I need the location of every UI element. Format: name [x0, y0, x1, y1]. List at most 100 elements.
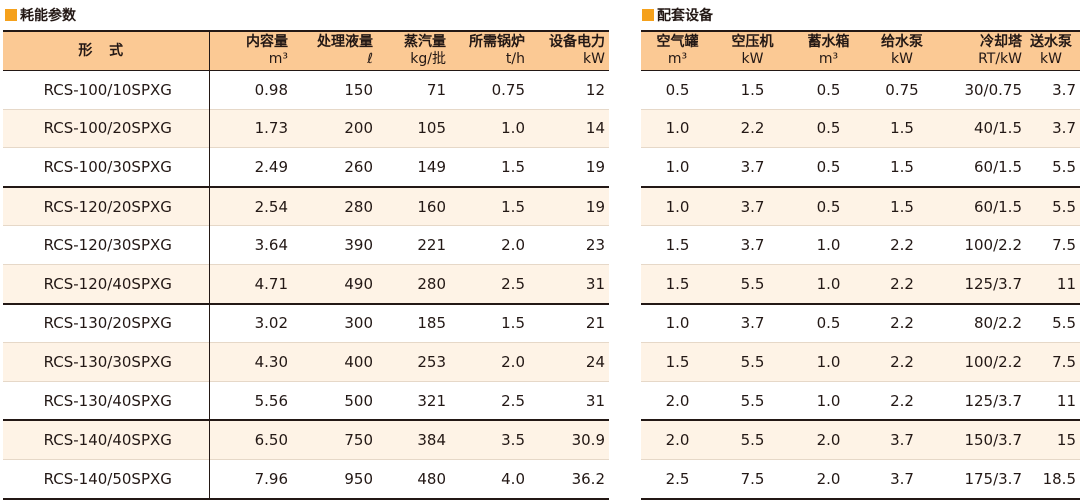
value-cell: 1.0 — [791, 225, 870, 265]
header-row: 形 式内容量 m³ 处理液量 ℓ 蒸汽量 kg/批 所需锅炉 t/h 设备电力 kW — [3, 31, 609, 71]
value-cell: 1.0 — [641, 303, 718, 343]
column-header: 空压机 kW — [718, 31, 791, 71]
table-row: 1.5 5.5 1.0 2.2 125/3.7 11 — [641, 264, 1080, 304]
value-cell: 0.5 — [791, 109, 870, 148]
value-cell: 300 — [292, 303, 377, 343]
value-cell: 0.5 — [641, 70, 718, 110]
value-cell: 3.7 — [718, 303, 791, 343]
value-cell: 125/3.7 — [938, 381, 1026, 421]
value-cell: 4.71 — [209, 264, 292, 304]
value-cell: 3.7 — [1026, 109, 1080, 148]
model-cell: RCS-120/20SPXG — [3, 186, 210, 226]
left-section-title-text: 耗能参数 — [20, 8, 76, 24]
orange-square-icon — [5, 9, 17, 21]
table-row: RCS-130/20SPXG 3.02 300 185 1.5 21 — [3, 303, 609, 343]
value-cell: 31 — [529, 264, 609, 304]
column-header: 设备电力 kW — [529, 31, 609, 71]
model-cell: RCS-120/40SPXG — [3, 264, 210, 304]
column-header-name: 形 式 — [78, 42, 130, 59]
value-cell: 21 — [529, 303, 609, 343]
header-row: 空气罐 m³ 空压机 kW 蓄水箱 m³ 给水泵 kW 冷却塔 RT/kW 送水泵 kW — [641, 31, 1080, 71]
value-cell: 200 — [292, 109, 377, 148]
value-cell: 5.5 — [1026, 303, 1080, 343]
column-header-unit: kW — [741, 51, 764, 67]
value-cell: 6.50 — [209, 420, 292, 460]
column-header-name: 冷却塔 — [980, 34, 1022, 50]
value-cell: 3.7 — [870, 459, 938, 499]
column-header: 送水泵 kW — [1026, 31, 1080, 71]
model-cell: RCS-130/40SPXG — [3, 381, 210, 421]
value-cell: 11 — [1026, 381, 1080, 421]
table-row: 2.5 7.5 2.0 3.7 175/3.7 18.5 — [641, 459, 1080, 499]
value-cell: 2.5 — [450, 381, 529, 421]
table-row: 1.5 5.5 1.0 2.2 100/2.2 7.5 — [641, 342, 1080, 382]
table-row: RCS-130/30SPXG 4.30 400 253 2.0 24 — [3, 342, 609, 382]
table-row: RCS-120/20SPXG 2.54 280 160 1.5 19 — [3, 186, 609, 226]
value-cell: 24 — [529, 342, 609, 382]
value-cell: 0.5 — [791, 70, 870, 110]
value-cell: 384 — [377, 420, 450, 460]
column-header-unit: t/h — [505, 51, 525, 67]
value-cell: 7.5 — [1026, 342, 1080, 382]
value-cell: 80/2.2 — [938, 303, 1026, 343]
value-cell: 149 — [377, 147, 450, 187]
value-cell: 1.5 — [641, 225, 718, 265]
column-header: 形 式 — [3, 31, 210, 71]
value-cell: 40/1.5 — [938, 109, 1026, 148]
value-cell: 5.5 — [718, 381, 791, 421]
model-cell: RCS-120/30SPXG — [3, 225, 210, 265]
model-cell: RCS-100/10SPXG — [3, 70, 210, 110]
value-cell: 2.0 — [450, 342, 529, 382]
table-row: 1.0 3.7 0.5 1.5 60/1.5 5.5 — [641, 186, 1080, 226]
model-cell: RCS-100/30SPXG — [3, 147, 210, 187]
value-cell: 19 — [529, 147, 609, 187]
value-cell: 60/1.5 — [938, 186, 1026, 226]
column-header-unit: kW — [1040, 51, 1062, 67]
value-cell: 500 — [292, 381, 377, 421]
value-cell: 36.2 — [529, 459, 609, 499]
value-cell: 2.2 — [870, 264, 938, 304]
value-cell: 1.0 — [641, 186, 718, 226]
value-cell: 0.5 — [791, 303, 870, 343]
column-header-unit: kW — [583, 51, 605, 67]
column-header-unit: m³ — [667, 51, 688, 67]
value-cell: 5.5 — [718, 264, 791, 304]
value-cell: 1.0 — [791, 264, 870, 304]
column-header: 蓄水箱 m³ — [791, 31, 870, 71]
value-cell: 3.5 — [450, 420, 529, 460]
value-cell: 0.98 — [209, 70, 292, 110]
table-row: 2.0 5.5 1.0 2.2 125/3.7 11 — [641, 381, 1080, 421]
table-row: 0.5 1.5 0.5 0.75 30/0.75 3.7 — [641, 70, 1080, 110]
model-cell: RCS-140/50SPXG — [3, 459, 210, 499]
value-cell: 4.30 — [209, 342, 292, 382]
value-cell: 2.49 — [209, 147, 292, 187]
table-row: 1.0 3.7 0.5 2.2 80/2.2 5.5 — [641, 303, 1080, 343]
value-cell: 18.5 — [1026, 459, 1080, 499]
value-cell: 150/3.7 — [938, 420, 1026, 460]
equipment-table: 空气罐 m³ 空压机 kW 蓄水箱 m³ 给水泵 kW 冷却塔 RT/kW 送水泵 kW 0.5 1.5… — [641, 30, 1080, 500]
value-cell: 5.56 — [209, 381, 292, 421]
table-row: RCS-100/30SPXG 2.49 260 149 1.5 19 — [3, 147, 609, 187]
value-cell: 125/3.7 — [938, 264, 1026, 304]
value-cell: 2.5 — [641, 459, 718, 499]
value-cell: 1.5 — [870, 186, 938, 226]
column-header-unit: m³ — [818, 51, 839, 67]
value-cell: 1.5 — [450, 303, 529, 343]
table-row: RCS-140/50SPXG 7.96 950 480 4.0 36.2 — [3, 459, 609, 499]
value-cell: 1.0 — [791, 381, 870, 421]
table-row: RCS-140/40SPXG 6.50 750 384 3.5 30.9 — [3, 420, 609, 460]
value-cell: 280 — [377, 264, 450, 304]
value-cell: 23 — [529, 225, 609, 265]
right-section-title: 配套设备 — [642, 4, 713, 26]
value-cell: 71 — [377, 70, 450, 110]
value-cell: 2.2 — [870, 303, 938, 343]
value-cell: 31 — [529, 381, 609, 421]
value-cell: 2.0 — [641, 420, 718, 460]
value-cell: 12 — [529, 70, 609, 110]
column-header-name: 蓄水箱 — [807, 34, 850, 50]
value-cell: 60/1.5 — [938, 147, 1026, 187]
value-cell: 3.7 — [718, 186, 791, 226]
model-cell: RCS-100/20SPXG — [3, 109, 210, 148]
table-row: 1.0 3.7 0.5 1.5 60/1.5 5.5 — [641, 147, 1080, 187]
value-cell: 30/0.75 — [938, 70, 1026, 110]
